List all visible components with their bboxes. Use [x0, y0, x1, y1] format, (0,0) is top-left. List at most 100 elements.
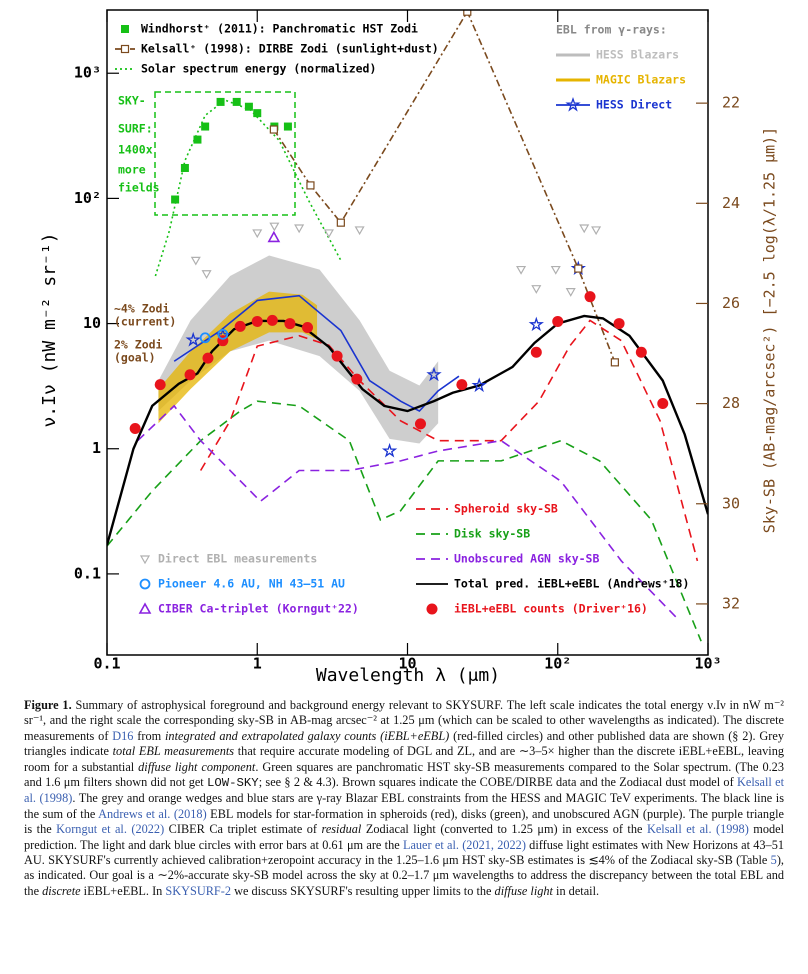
data-point	[613, 318, 625, 330]
series-line	[199, 319, 699, 562]
data-point	[232, 97, 241, 106]
data-point	[354, 226, 365, 236]
caption-text: (red-filled circles) and other published…	[24, 728, 784, 759]
legend-marker	[139, 578, 151, 590]
legend-label: Solar spectrum energy (normalized)	[141, 62, 376, 76]
caption-text[interactable]: Lauer et al. (2021, 2022)	[402, 837, 526, 852]
legend-marker	[426, 603, 438, 615]
chart: Wavelength λ (μm) ν.Iν (nW m⁻² sr⁻¹) Sky…	[39, 9, 779, 686]
data-point	[471, 377, 487, 393]
annotation: SKY-	[118, 94, 146, 108]
data-point	[635, 346, 647, 358]
data-point	[201, 122, 210, 131]
caption-text: integrated and extrapolated galaxy count…	[165, 728, 450, 743]
caption-text[interactable]: SKYSURF-2	[165, 883, 232, 898]
data-point	[184, 369, 196, 381]
data-point	[306, 181, 315, 190]
annotation: ~4% Zodi	[114, 302, 169, 316]
legend-title: EBL from γ-rays:	[556, 23, 667, 37]
y2-tick-label: 22	[722, 94, 740, 112]
data-point	[216, 97, 225, 106]
data-point	[266, 314, 278, 326]
annotation: (goal)	[114, 351, 156, 365]
data-point	[269, 222, 280, 232]
data-point	[336, 218, 345, 227]
y-axis-label: ν.Iν (nW m⁻² sr⁻¹)	[39, 232, 60, 427]
caption: Figure 1. Summary of astrophysical foreg…	[24, 698, 784, 968]
data-point	[199, 332, 211, 344]
legend-label: iEBL+eEBL counts (Driver⁺16)	[454, 602, 648, 616]
caption-text[interactable]: D16	[112, 728, 134, 743]
caption-text: that require accurate modeling of DGL an…	[24, 744, 784, 774]
y2-tick-label: 30	[722, 494, 740, 512]
data-point	[202, 352, 214, 364]
caption-text: in detail.	[552, 883, 600, 898]
y2-tick-label: 32	[722, 594, 740, 612]
data-point	[552, 315, 564, 327]
legend-label: Total pred. iEBL+eEBL (Andrews⁺18)	[454, 577, 689, 591]
y2-tick-label: 28	[722, 394, 740, 412]
caption-text: ), as indicated. Our goal is a ∼2%-accur…	[24, 853, 784, 898]
data-point	[154, 379, 166, 391]
annotation: 2% Zodi	[114, 338, 163, 352]
caption-text[interactable]: Kelsall et al. (1998)	[24, 775, 784, 806]
data-point	[129, 423, 141, 435]
annotation: 1400x	[118, 143, 153, 157]
caption-text: Summary of astrophysical foreground and …	[24, 698, 784, 743]
caption-text[interactable]: Korngut et al. (2022)	[56, 822, 165, 837]
data-point	[579, 224, 590, 234]
legend-label: Pioneer 4.6 AU, NH 43–51 AU	[158, 577, 345, 591]
data-point	[283, 122, 292, 131]
y2-tick-label: 24	[722, 194, 740, 212]
data-point	[414, 418, 426, 430]
data-point	[591, 226, 602, 236]
caption-text: ; see § 2 & 4.3). Brown squares indicate…	[258, 775, 737, 790]
data-point	[381, 442, 398, 458]
data-point	[550, 265, 561, 275]
data-point	[610, 358, 619, 367]
legend-marker	[138, 602, 152, 614]
data-point	[584, 291, 596, 303]
annotation: SURF:	[118, 122, 153, 136]
y-tick-label: 10²	[74, 189, 101, 207]
data-point	[201, 270, 212, 279]
x-tick-label: 0.1	[93, 655, 120, 673]
data-point	[516, 265, 527, 275]
caption-text: Figure 1.	[24, 698, 72, 712]
data-point	[190, 256, 201, 266]
caption-text[interactable]: 5	[770, 853, 777, 868]
data-point	[180, 163, 189, 172]
annotation: (current)	[114, 315, 176, 329]
legend-label: HESS Direct	[596, 98, 672, 112]
series-line	[137, 404, 681, 622]
caption-text[interactable]: Kelsall et al. (1998)	[646, 822, 749, 837]
data-point	[251, 315, 263, 327]
y2-tick-label: 26	[722, 294, 740, 312]
data-point	[574, 264, 583, 273]
data-point	[244, 102, 253, 111]
y-tick-label: 1	[92, 439, 101, 457]
series-line	[273, 10, 616, 363]
caption-text: Zodiacal light (converted to 1.25 μm) in…	[361, 822, 647, 837]
legend-label: MAGIC Blazars	[596, 73, 686, 87]
data-point	[252, 229, 263, 239]
caption-text: model prediction. The light and dark blu…	[24, 822, 784, 852]
legend-marker	[565, 96, 581, 112]
series-line	[107, 400, 702, 642]
plot-area	[107, 10, 708, 642]
annotation: fields	[118, 181, 160, 195]
data-point	[530, 346, 542, 358]
series-line	[173, 294, 460, 413]
series-line	[154, 99, 342, 277]
caption-text: EBL models for star-formation in spheroi…	[24, 806, 784, 837]
legend-label: Direct EBL measurements	[158, 552, 317, 566]
data-point	[331, 350, 343, 362]
data-point	[267, 230, 281, 243]
caption-text[interactable]: Andrews et al. (2018)	[98, 806, 207, 821]
caption-text: CIBER Ca triplet estimate of	[164, 822, 322, 837]
caption-text: . The grey and orange wedges and blue st…	[24, 791, 784, 821]
data-point	[463, 10, 472, 16]
data-point	[253, 109, 262, 118]
caption-text: . Green squares are panchromatic HST sky…	[24, 759, 784, 790]
